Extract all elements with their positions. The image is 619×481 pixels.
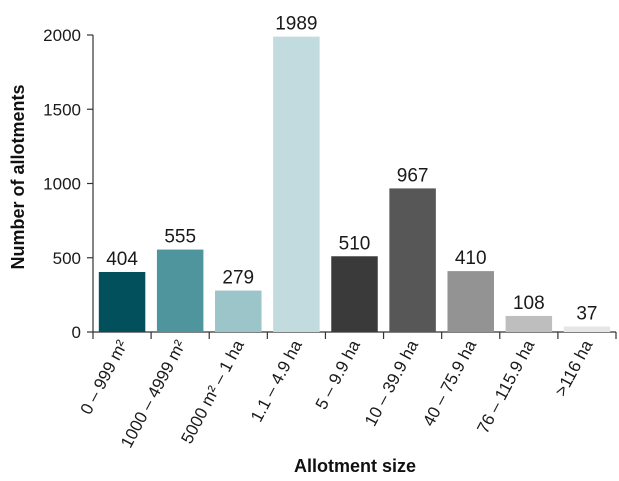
- bar-value-label: 279: [222, 268, 254, 289]
- y-tick-label: 2000: [43, 26, 81, 45]
- x-tick-label: 1.1 – 4.9 ha: [247, 336, 306, 425]
- bar: [156, 249, 204, 332]
- x-tick-label: 0 – 999 m²: [77, 337, 132, 418]
- x-tick-label: 76 – 115.9 ha: [473, 336, 538, 436]
- x-tick-label: 10 – 39.9 ha: [361, 336, 422, 429]
- y-axis-title: Number of allotments: [8, 84, 28, 269]
- bars: [98, 36, 611, 333]
- bar-value-label: 404: [106, 249, 138, 270]
- bar: [505, 315, 553, 332]
- x-tick-label: 5 – 9.9 ha: [312, 336, 365, 412]
- bar-value-label: 108: [513, 293, 545, 314]
- bar-value-label: 555: [164, 227, 196, 248]
- y-tick-label: 500: [53, 249, 81, 268]
- bar: [389, 188, 436, 332]
- bar-value-label: 37: [576, 304, 597, 325]
- bar: [563, 326, 611, 332]
- x-tick-label: 40 – 75.9 ha: [419, 336, 480, 429]
- x-axis-title: Allotment size: [294, 456, 416, 476]
- bar: [273, 36, 320, 333]
- bar-value-label: 967: [397, 165, 429, 186]
- bar-value-label: 410: [455, 248, 487, 269]
- y-tick-label: 1000: [43, 175, 81, 194]
- bar-value-label: 510: [339, 233, 371, 254]
- x-tick-label: 5000 m² – 1 ha: [177, 336, 248, 446]
- y-tick-label: 0: [72, 323, 81, 342]
- y-axis: 0 500 1000 1500 2000: [43, 26, 94, 342]
- bar-value-labels: 404 555 279 1989 510 967 410 108 37: [106, 14, 597, 325]
- bar: [447, 271, 494, 332]
- y-tick-label: 1500: [43, 100, 81, 119]
- x-tick-label: >116 ha: [551, 336, 597, 399]
- bar-value-label: 1989: [275, 14, 317, 35]
- bar: [331, 256, 378, 332]
- bar: [98, 272, 146, 332]
- bar: [215, 290, 262, 332]
